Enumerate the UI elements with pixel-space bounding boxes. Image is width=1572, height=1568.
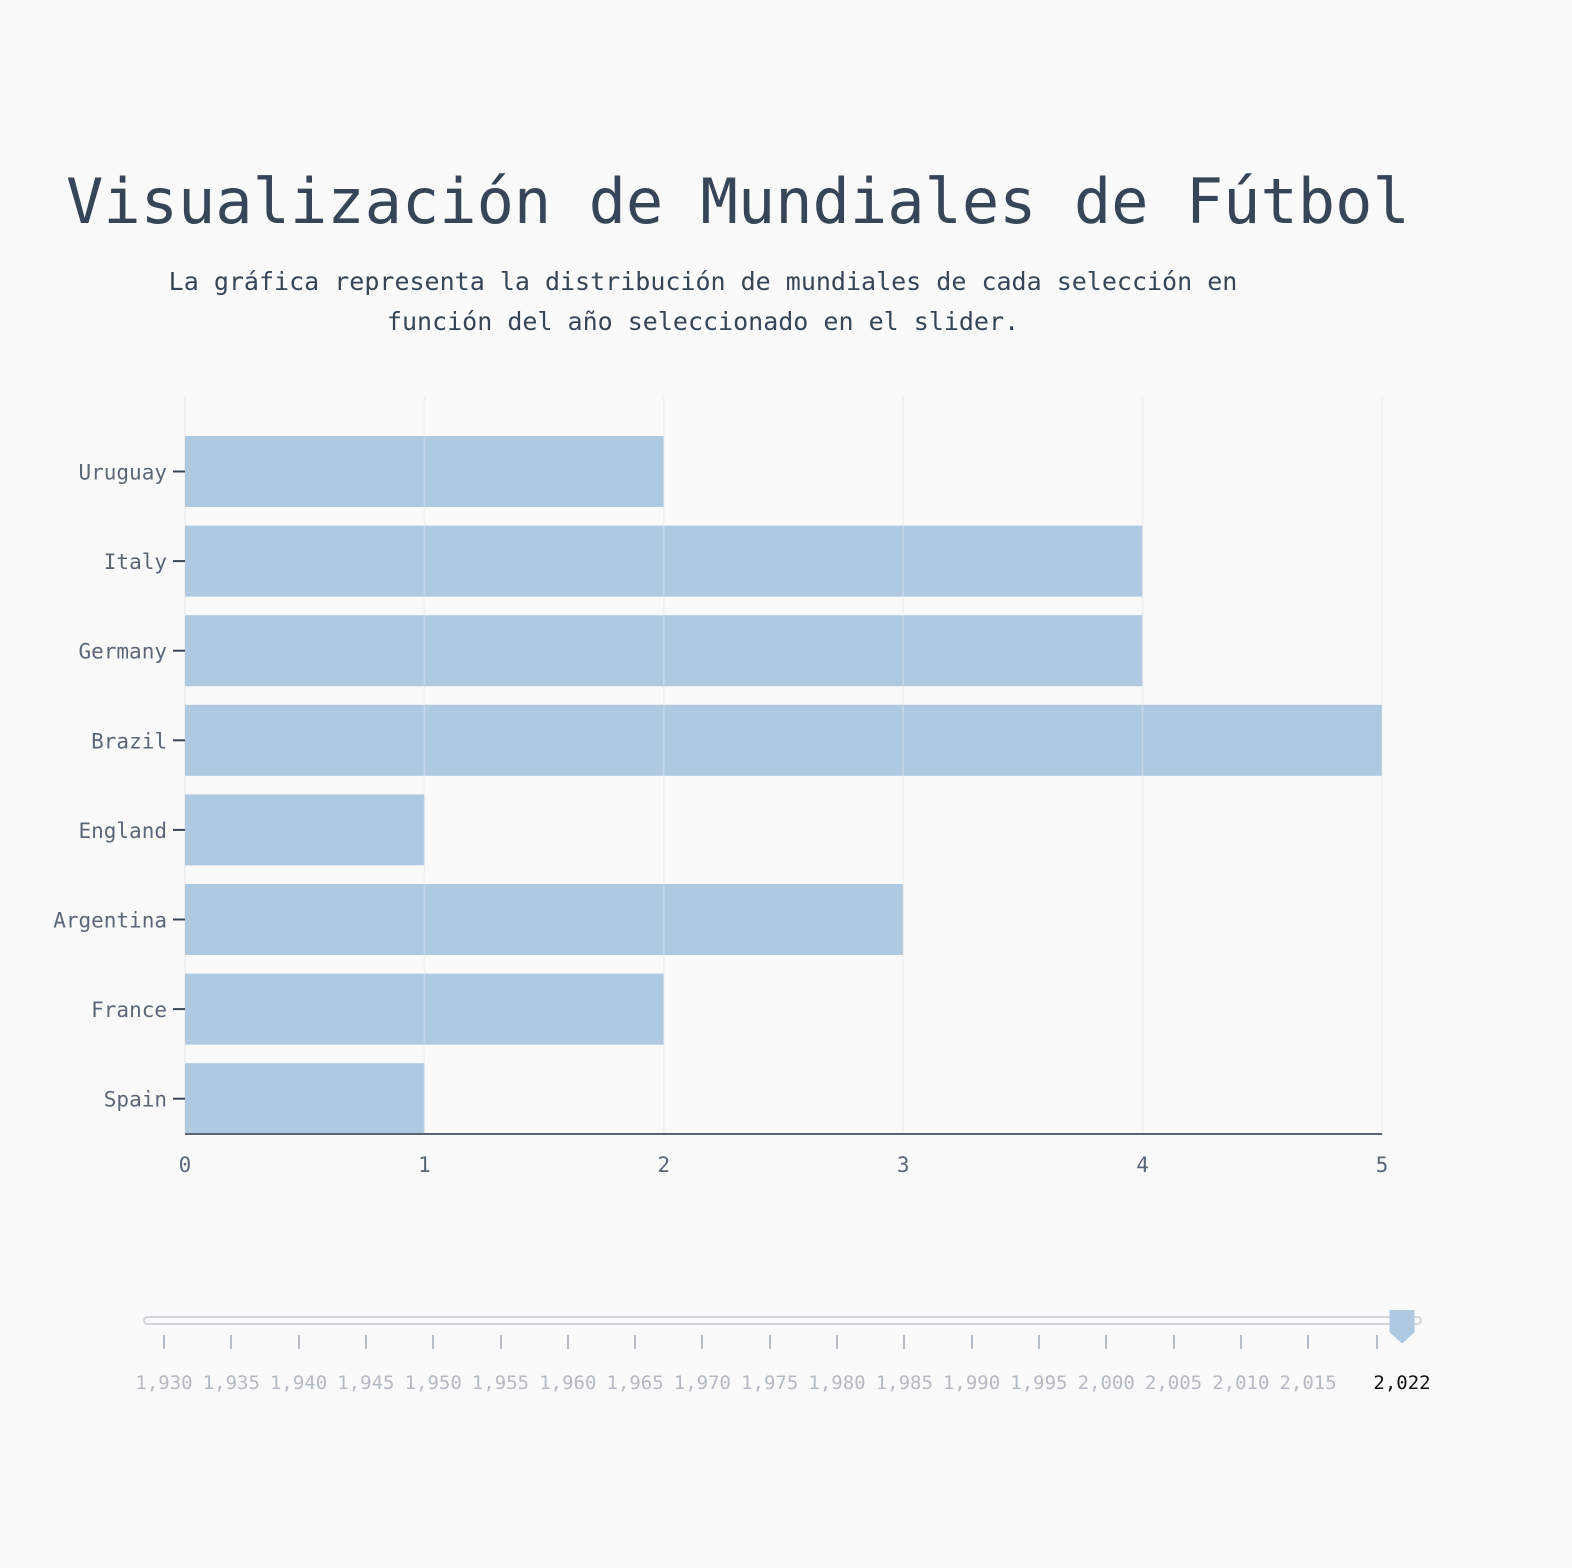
slider-track[interactable] [143,1316,1422,1325]
slider-tick[interactable] [701,1335,704,1349]
x-tick-label: 0 [179,1153,192,1177]
slider-tick-label[interactable]: 2,010 [1212,1372,1270,1394]
bar-spain[interactable] [185,1063,425,1135]
x-axis: 0 1 2 3 4 5 [179,1133,1389,1177]
slider-tick[interactable] [432,1335,435,1349]
slider-tick-label[interactable]: 1,965 [606,1372,664,1394]
bar-england[interactable] [185,794,425,866]
slider-tick-label[interactable]: 1,960 [539,1372,597,1394]
slider-tick[interactable] [1376,1335,1378,1349]
slider-tick[interactable] [634,1335,637,1349]
page-title: Visualización de Mundiales de Fútbol [66,165,1410,238]
year-slider[interactable]: 1,930 1,935 1,940 1,945 1,950 1,955 1,960 1,965… [0,1290,1572,1410]
slider-current-value: 2,022 [1373,1372,1431,1394]
y-tick-label: Spain [104,1088,167,1112]
bar-brazil[interactable] [185,704,1382,776]
slider-tick[interactable] [1037,1335,1040,1349]
bar-argentina[interactable] [185,884,904,955]
slider-tick-label[interactable]: 2,005 [1144,1372,1203,1394]
x-tick-label: 2 [657,1153,670,1177]
slider-tick[interactable] [297,1335,300,1349]
slider-tick-label[interactable]: 1,945 [337,1372,395,1394]
slider-tick-label[interactable]: 1,955 [471,1372,530,1394]
slider-tick-label[interactable]: 2,000 [1077,1372,1135,1394]
y-tick-label: Germany [78,640,167,664]
bar-germany[interactable] [185,615,1143,687]
slider-tick-label[interactable]: 1,970 [673,1372,731,1394]
bar-france[interactable] [185,973,664,1045]
slider-tick[interactable] [1307,1335,1310,1349]
y-tick-label: Uruguay [78,461,167,485]
page-subtitle: La gráfica representa la distribución de… [168,267,1238,336]
slider-tick-label[interactable]: 1,995 [1010,1372,1068,1394]
slider-tick[interactable] [364,1335,367,1349]
slider-tick[interactable] [163,1335,165,1349]
slider-tick[interactable] [566,1335,569,1349]
bars [185,397,1383,1135]
y-tick-label: England [78,819,167,843]
slider-tick-label[interactable]: 1,980 [808,1372,866,1394]
slider-tick-label[interactable]: 1,940 [269,1372,328,1394]
slider-tick[interactable] [230,1335,233,1349]
slider-tick-label[interactable]: 1,930 [135,1372,193,1394]
slider-tick-label[interactable]: 1,950 [404,1372,462,1394]
slider-tick[interactable] [903,1335,906,1349]
slider-tick-label[interactable]: 1,975 [741,1372,799,1394]
slider-tick-label[interactable]: 1,935 [202,1372,260,1394]
slider-tick-label[interactable]: 2,015 [1279,1372,1337,1394]
y-tick-label: Brazil [91,729,167,753]
bar-chart: Uruguay Italy Germany Brazil England Argentin… [53,397,1389,1177]
slider-handle[interactable] [1389,1310,1415,1344]
slider-tick[interactable] [499,1335,502,1349]
x-tick-label: 1 [418,1153,431,1177]
y-axis: Uruguay Italy Germany Brazil England Argentin… [53,461,185,1112]
slider-tick-label[interactable]: 1,990 [942,1372,1001,1394]
bar-uruguay[interactable] [185,436,664,507]
slider-tick[interactable] [1172,1335,1175,1349]
slider-tick-label[interactable]: 1,985 [875,1372,933,1394]
slider-tick[interactable] [768,1335,771,1349]
y-tick-label: France [91,998,167,1022]
y-tick-label: Argentina [53,909,167,933]
slider-tick[interactable] [970,1335,973,1349]
x-tick-label: 3 [897,1153,910,1177]
x-tick-label: 4 [1136,1153,1149,1177]
bar-italy[interactable] [185,525,1143,597]
y-tick-label: Italy [104,550,167,574]
slider-tick[interactable] [1239,1335,1242,1349]
x-tick-label: 5 [1376,1153,1389,1177]
slider-tick[interactable] [836,1335,838,1349]
slider-tick[interactable] [1105,1335,1108,1349]
